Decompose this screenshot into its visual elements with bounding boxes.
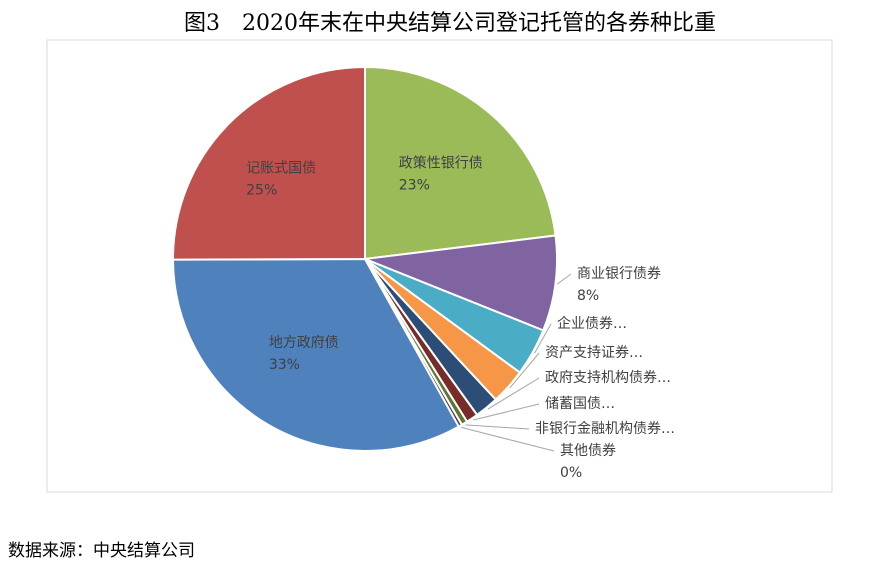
value-label: 8% [577, 288, 599, 304]
leader-line [465, 424, 530, 430]
leader-line [461, 426, 555, 452]
slice-label: 其他债券 [560, 443, 616, 459]
pie-slice [364, 65, 557, 261]
slice-label: 记账式国债 [246, 160, 316, 176]
leader-line [509, 352, 540, 389]
pie-slice [171, 257, 461, 452]
leader-line [534, 323, 552, 354]
pie-slice [172, 65, 366, 261]
pie-slice [364, 234, 558, 332]
value-label: 23% [399, 178, 430, 194]
slice-label: 储蓄国债… [545, 396, 615, 412]
source-note: 数据来源：中央结算公司 [8, 541, 195, 561]
value-label: 33% [269, 357, 300, 373]
plot-frame [46, 39, 833, 493]
slice-label: 非银行金融机构债券… [535, 421, 675, 437]
value-label: 25% [246, 182, 277, 198]
slice-label: 政府支持机构债券… [545, 370, 671, 386]
slice-label: 企业债券… [557, 315, 627, 332]
slice-label: 地方政府债 [269, 335, 339, 351]
slice-label: 商业银行债券 [577, 266, 661, 282]
leader-line [473, 403, 540, 421]
pie: 政策性银行债 23% 商业银行债券 8% 企业债券… 资产支持证券… 政府支持机构债券… 储蓄… [171, 65, 675, 481]
slice-label: 资产支持证券… [545, 345, 643, 361]
chart-title: 图3 2020年末在中央结算公司登记托管的各券种比重 [184, 11, 716, 36]
leader-line [557, 273, 572, 285]
slice-label: 政策性银行债 [399, 155, 483, 172]
value-label: 0% [560, 465, 582, 481]
leader-line [487, 377, 540, 410]
